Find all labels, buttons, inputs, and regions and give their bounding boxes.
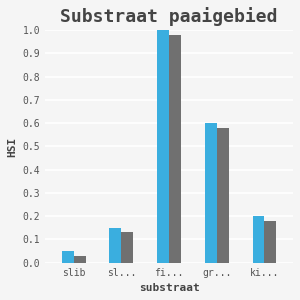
Bar	[157, 30, 169, 262]
Bar	[217, 128, 229, 262]
Bar	[62, 251, 74, 262]
Bar	[169, 35, 181, 262]
X-axis label: substraat: substraat	[139, 283, 200, 293]
Bar	[264, 221, 276, 262]
Bar	[110, 228, 121, 262]
Bar	[74, 256, 86, 262]
Title: Substraat paaigebied: Substraat paaigebied	[60, 7, 278, 26]
Bar	[121, 232, 133, 262]
Bar	[253, 216, 264, 262]
Y-axis label: HSI: HSI	[7, 136, 17, 157]
Bar	[205, 123, 217, 262]
